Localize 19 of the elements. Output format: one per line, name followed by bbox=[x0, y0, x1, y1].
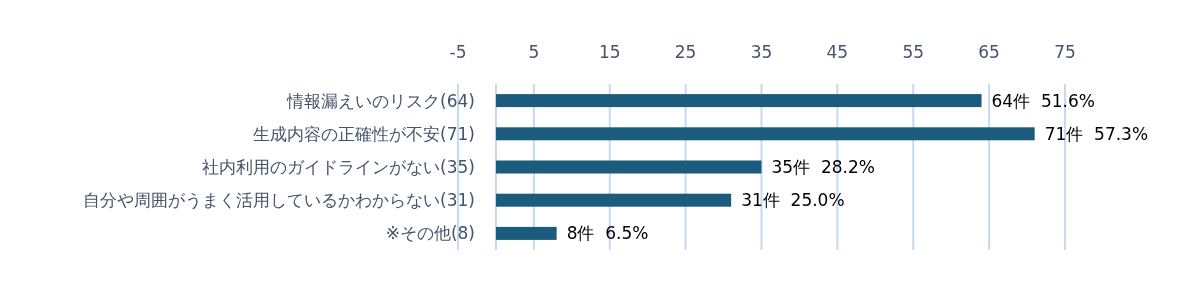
x-tick-label: 75 bbox=[1054, 42, 1076, 62]
data-label: 35件 28.2% bbox=[771, 157, 875, 177]
x-tick-label: 5 bbox=[528, 42, 540, 62]
y-tick-label: ※その他(8) bbox=[385, 223, 475, 244]
x-tick-label: 55 bbox=[902, 42, 925, 62]
y-tick-label: 生成内容の正確性が不安(71) bbox=[253, 123, 475, 144]
y-tick-label: 自分や周囲がうまく活用しているかわからない(31) bbox=[83, 190, 475, 211]
data-label: 64件 51.6% bbox=[991, 90, 1095, 111]
x-tick-label: 35 bbox=[750, 42, 773, 62]
x-tick-label: -5 bbox=[449, 42, 467, 62]
y-tick-label: 情報漏えいのリスク(64) bbox=[286, 90, 475, 111]
x-tick-label: 65 bbox=[978, 42, 1000, 62]
data-label: 8件 6.5% bbox=[566, 223, 649, 244]
data-label: 71件 57.3% bbox=[1044, 123, 1149, 144]
y-tick-label: 社内利用のガイドラインがない(35) bbox=[202, 157, 475, 177]
data-label: 31件 25.0% bbox=[741, 190, 845, 211]
x-tick-label: 25 bbox=[674, 42, 697, 62]
x-tick-label: 45 bbox=[826, 42, 849, 62]
x-tick-label: 15 bbox=[598, 42, 621, 62]
